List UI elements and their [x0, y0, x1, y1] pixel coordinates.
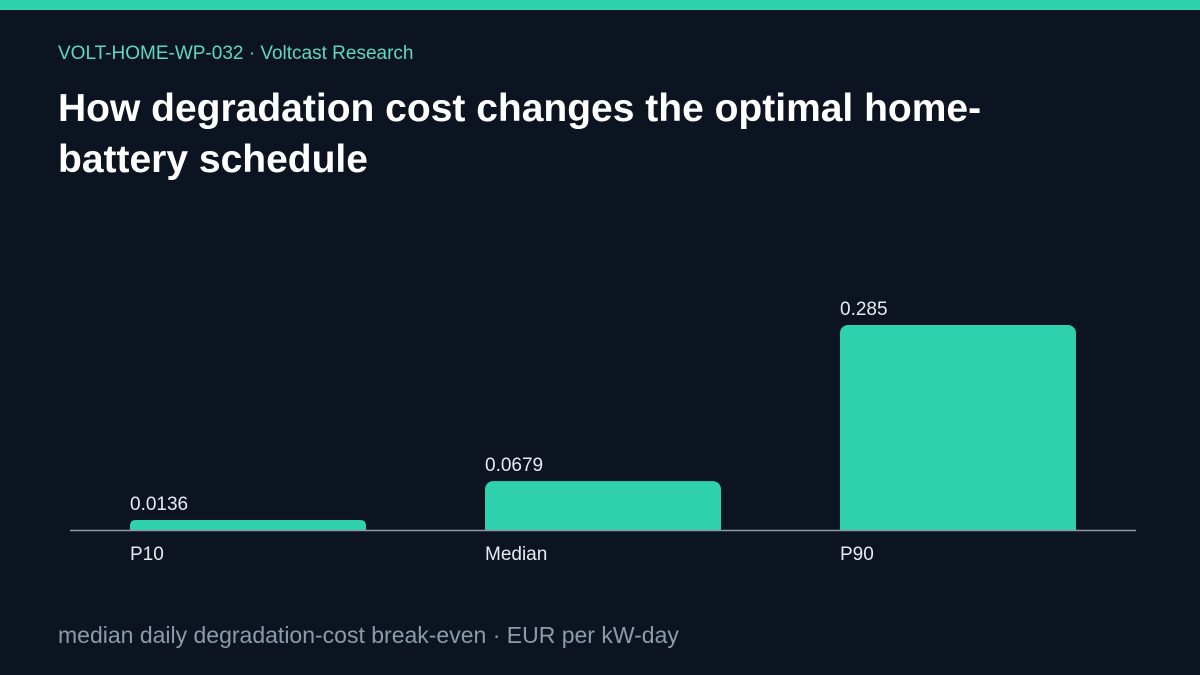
- chart-title: How degradation cost changes the optimal…: [58, 87, 982, 181]
- chart-caption: median daily degradation-cost break-even…: [58, 622, 679, 648]
- bar-median: [485, 481, 721, 530]
- category-label-median: Median: [485, 544, 547, 565]
- report-kicker: VOLT-HOME-WP-032 · Voltcast Research: [58, 43, 414, 64]
- value-label-p90: 0.285: [840, 299, 888, 320]
- labels-layer: 0.0136 P10 0.0679 Median 0.285 P90: [130, 299, 888, 565]
- category-label-p90: P90: [840, 544, 874, 565]
- accent-top-bar: [0, 0, 1200, 10]
- value-label-median: 0.0679: [485, 455, 543, 476]
- category-label-p10: P10: [130, 544, 164, 565]
- bars-layer: [130, 325, 1076, 530]
- bar-p90: [840, 325, 1076, 530]
- bar-p10: [130, 520, 366, 530]
- value-label-p10: 0.0136: [130, 494, 188, 515]
